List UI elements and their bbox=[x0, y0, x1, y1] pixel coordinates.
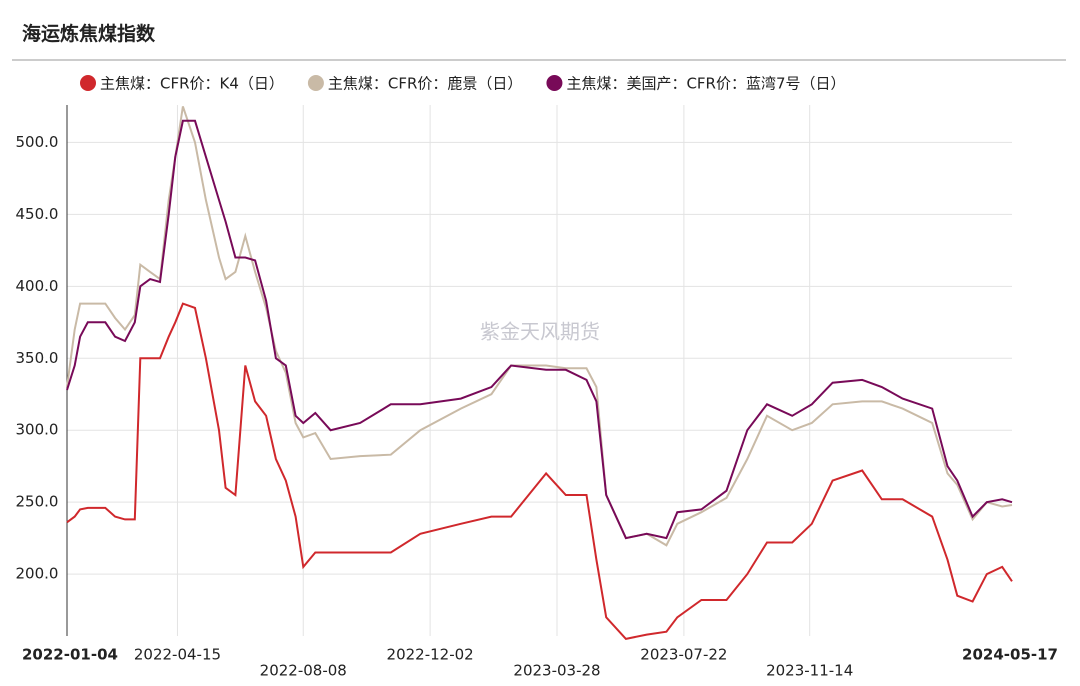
y-tick-label: 300.0 bbox=[16, 421, 59, 439]
legend-item: 主焦煤：CFR价：K4（日） bbox=[80, 75, 284, 93]
x-tick-label: 2023-11-14 bbox=[766, 662, 853, 680]
x-tick-label: 2022-01-04 bbox=[22, 646, 118, 664]
series-line bbox=[66, 119, 1013, 540]
series-line bbox=[66, 106, 1013, 547]
x-tick-label: 2022-08-08 bbox=[260, 662, 347, 680]
y-tick-label: 250.0 bbox=[16, 493, 59, 511]
y-tick-label: 350.0 bbox=[16, 349, 59, 367]
legend-marker bbox=[80, 75, 96, 91]
y-tick-label: 400.0 bbox=[16, 277, 59, 295]
x-tick-label: 2023-03-28 bbox=[513, 662, 600, 680]
x-tick-label: 2022-04-15 bbox=[134, 646, 221, 664]
x-tick-label: 2024-05-17 bbox=[962, 646, 1058, 664]
chart-title: 海运炼焦煤指数 bbox=[22, 22, 156, 45]
series-line bbox=[66, 302, 1013, 640]
y-tick-label: 500.0 bbox=[16, 133, 59, 151]
legend-marker bbox=[546, 75, 563, 91]
legend-item: 主焦煤：美国产：CFR价：蓝湾7号（日） bbox=[546, 75, 846, 93]
legend-marker bbox=[307, 75, 324, 91]
x-tick-label: 2022-12-02 bbox=[387, 646, 474, 664]
x-tick-label: 2023-07-22 bbox=[640, 646, 727, 664]
legend-label: 主焦煤：CFR价：K4（日） bbox=[100, 75, 284, 93]
y-tick-label: 450.0 bbox=[16, 205, 59, 223]
y-tick-label: 200.0 bbox=[16, 565, 59, 583]
legend-item: 主焦煤：CFR价：鹿景（日） bbox=[307, 75, 523, 93]
legend-label: 主焦煤：CFR价：鹿景（日） bbox=[328, 75, 523, 93]
watermark: 紫金天风期货 bbox=[480, 320, 600, 344]
legend-label: 主焦煤：美国产：CFR价：蓝湾7号（日） bbox=[566, 75, 845, 93]
